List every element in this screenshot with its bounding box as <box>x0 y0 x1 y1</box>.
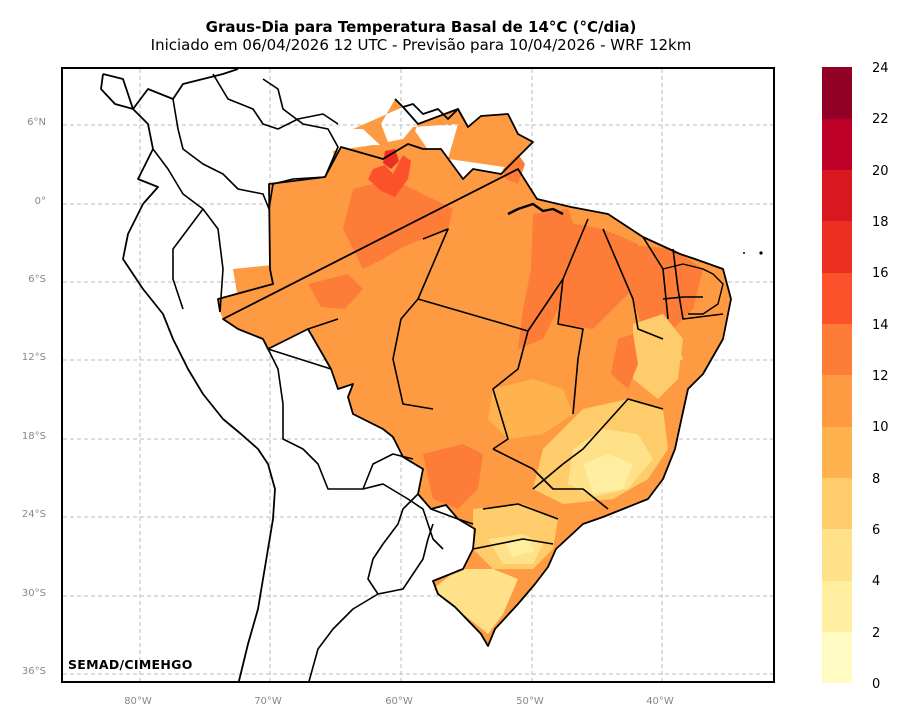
colorbar-tick-label: 2 <box>872 626 881 641</box>
amazon-delta <box>507 202 564 216</box>
uruguay-argentina <box>308 493 434 681</box>
lon-label: 50°W <box>516 696 544 707</box>
field-goias <box>488 379 573 439</box>
colorbar-tick-label: 14 <box>872 318 889 333</box>
lon-label: 60°W <box>385 696 413 707</box>
ecuador-peru-bolivia <box>152 98 270 313</box>
field-maranhao <box>548 219 638 329</box>
ne-coast-detail <box>662 263 724 315</box>
colorbar-segment <box>822 631 852 684</box>
colorbar-tick-label: 10 <box>872 420 889 435</box>
map-canvas <box>63 69 773 681</box>
colorbar-segment <box>822 529 852 581</box>
colorbar-segment <box>822 272 852 325</box>
colorbar-tick-label: 24 <box>872 61 889 76</box>
field-rs <box>433 569 518 634</box>
colorbar-tick-label: 22 <box>872 112 889 127</box>
field-amapa <box>503 154 525 184</box>
colorbar-segment <box>822 580 852 633</box>
colorbar-segment <box>822 221 852 273</box>
colorbar-tick-label: 18 <box>872 215 889 230</box>
lat-label: 12°S <box>21 352 46 363</box>
map-frame <box>61 67 775 683</box>
field-bahia-hot <box>611 334 638 389</box>
lon-label: 70°W <box>254 696 282 707</box>
lat-label: 0° <box>34 196 46 207</box>
field-roraima-peak <box>383 149 399 169</box>
lon-label: 80°W <box>124 696 152 707</box>
paraguay-bolivia-border <box>262 338 444 550</box>
field-roraima <box>368 155 411 197</box>
credit-label: SEMAD/CIMEHGO <box>68 657 193 672</box>
colorbar-segment <box>822 426 852 479</box>
colorbar-tick-label: 20 <box>872 164 889 179</box>
map-subtitle: Iniciado em 06/04/2026 12 UTC - Previsão… <box>150 36 692 54</box>
lat-label: 18°S <box>21 431 46 442</box>
colorbar-segment <box>822 67 852 119</box>
brazil-outline <box>217 106 732 647</box>
colorbar-segment <box>822 375 852 427</box>
field-sp-coast <box>583 454 633 494</box>
field-sc-pale <box>503 539 535 557</box>
field-ms <box>423 444 483 509</box>
island-dot <box>759 251 763 255</box>
lat-label: 24°S <box>21 509 46 520</box>
venezuela-colombia <box>212 73 339 210</box>
lon-label: 40°W <box>646 696 674 707</box>
colorbar-tick-label: 12 <box>872 369 889 384</box>
colorbar-tick-label: 6 <box>872 523 881 538</box>
colorbar-segment <box>822 323 852 376</box>
lat-label: 30°S <box>21 588 46 599</box>
map-title: Graus-Dia para Temperatura Basal de 14°C… <box>205 18 637 36</box>
colorbar-tick-label: 4 <box>872 574 881 589</box>
borders <box>100 69 732 681</box>
lat-label: 6°N <box>27 117 46 128</box>
colorbar <box>822 67 852 684</box>
guiana-coast <box>394 98 469 128</box>
colorbar-tick-label: 8 <box>872 472 881 487</box>
colorbar-tick-label: 0 <box>872 677 881 692</box>
lat-label: 6°S <box>28 274 46 285</box>
field-amazonas-east <box>308 274 363 309</box>
island-dot <box>743 252 745 254</box>
colorbar-segment <box>822 477 852 530</box>
south-america-coast <box>100 69 276 681</box>
lat-label: 36°S <box>21 666 46 677</box>
field-mt <box>338 314 468 404</box>
colorbar-segment <box>822 169 852 222</box>
colorbar-tick-label: 16 <box>872 266 889 281</box>
field-north-band <box>343 179 453 269</box>
state-borders <box>267 218 724 550</box>
field-bahia-interior <box>653 334 683 369</box>
colorbar-segment <box>822 118 852 171</box>
